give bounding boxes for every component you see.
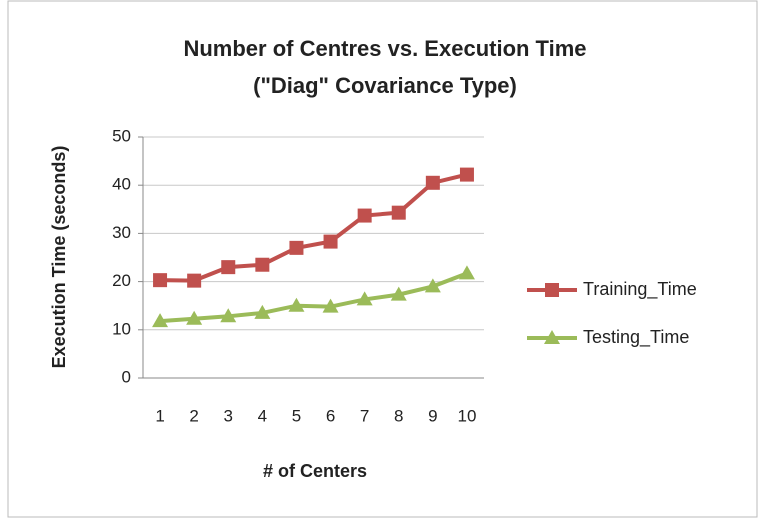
marker (424, 278, 441, 293)
series-line (159, 271, 468, 324)
marker (356, 291, 373, 306)
y-tick-label: 10 (112, 319, 131, 338)
marker (425, 175, 440, 190)
chart-title: ("Diag" Covariance Type) (253, 73, 517, 98)
x-tick-label: 2 (189, 406, 198, 425)
legend-label: Training_Time (583, 279, 697, 300)
marker (254, 304, 271, 319)
x-tick-label: 5 (292, 406, 301, 425)
x-tick-label: 9 (428, 406, 437, 425)
marker (221, 260, 236, 275)
marker (186, 310, 203, 325)
marker (152, 313, 169, 328)
x-tick-label: 3 (224, 406, 233, 425)
legend-label: Testing_Time (583, 327, 689, 348)
x-tick-label: 1 (155, 406, 164, 425)
x-tick-label: 10 (457, 406, 476, 425)
marker (255, 257, 270, 272)
marker (357, 208, 372, 223)
x-tick-label: 6 (326, 406, 335, 425)
x-axis-label: # of Centers (263, 461, 367, 481)
y-tick-label: 50 (112, 126, 131, 145)
y-tick-label: 40 (112, 175, 131, 194)
marker (458, 265, 475, 280)
marker (289, 240, 304, 255)
marker (153, 273, 168, 288)
y-tick-label: 30 (112, 223, 131, 242)
x-tick-label: 4 (258, 406, 267, 425)
marker (390, 286, 407, 301)
x-tick-label: 7 (360, 406, 369, 425)
marker (545, 283, 559, 297)
chart-frame (7, 0, 758, 518)
marker (391, 205, 406, 220)
y-tick-label: 0 (122, 367, 131, 386)
marker (220, 308, 237, 323)
series-line (160, 172, 468, 283)
marker (288, 297, 305, 312)
y-tick-label: 20 (112, 271, 131, 290)
marker (459, 167, 474, 182)
x-tick-label: 8 (394, 406, 403, 425)
marker (322, 298, 339, 313)
marker (544, 330, 560, 344)
y-axis-label: Execution Time (seconds) (49, 146, 69, 369)
chart-title: Number of Centres vs. Execution Time (183, 36, 586, 61)
marker (323, 234, 338, 249)
marker (187, 273, 202, 288)
